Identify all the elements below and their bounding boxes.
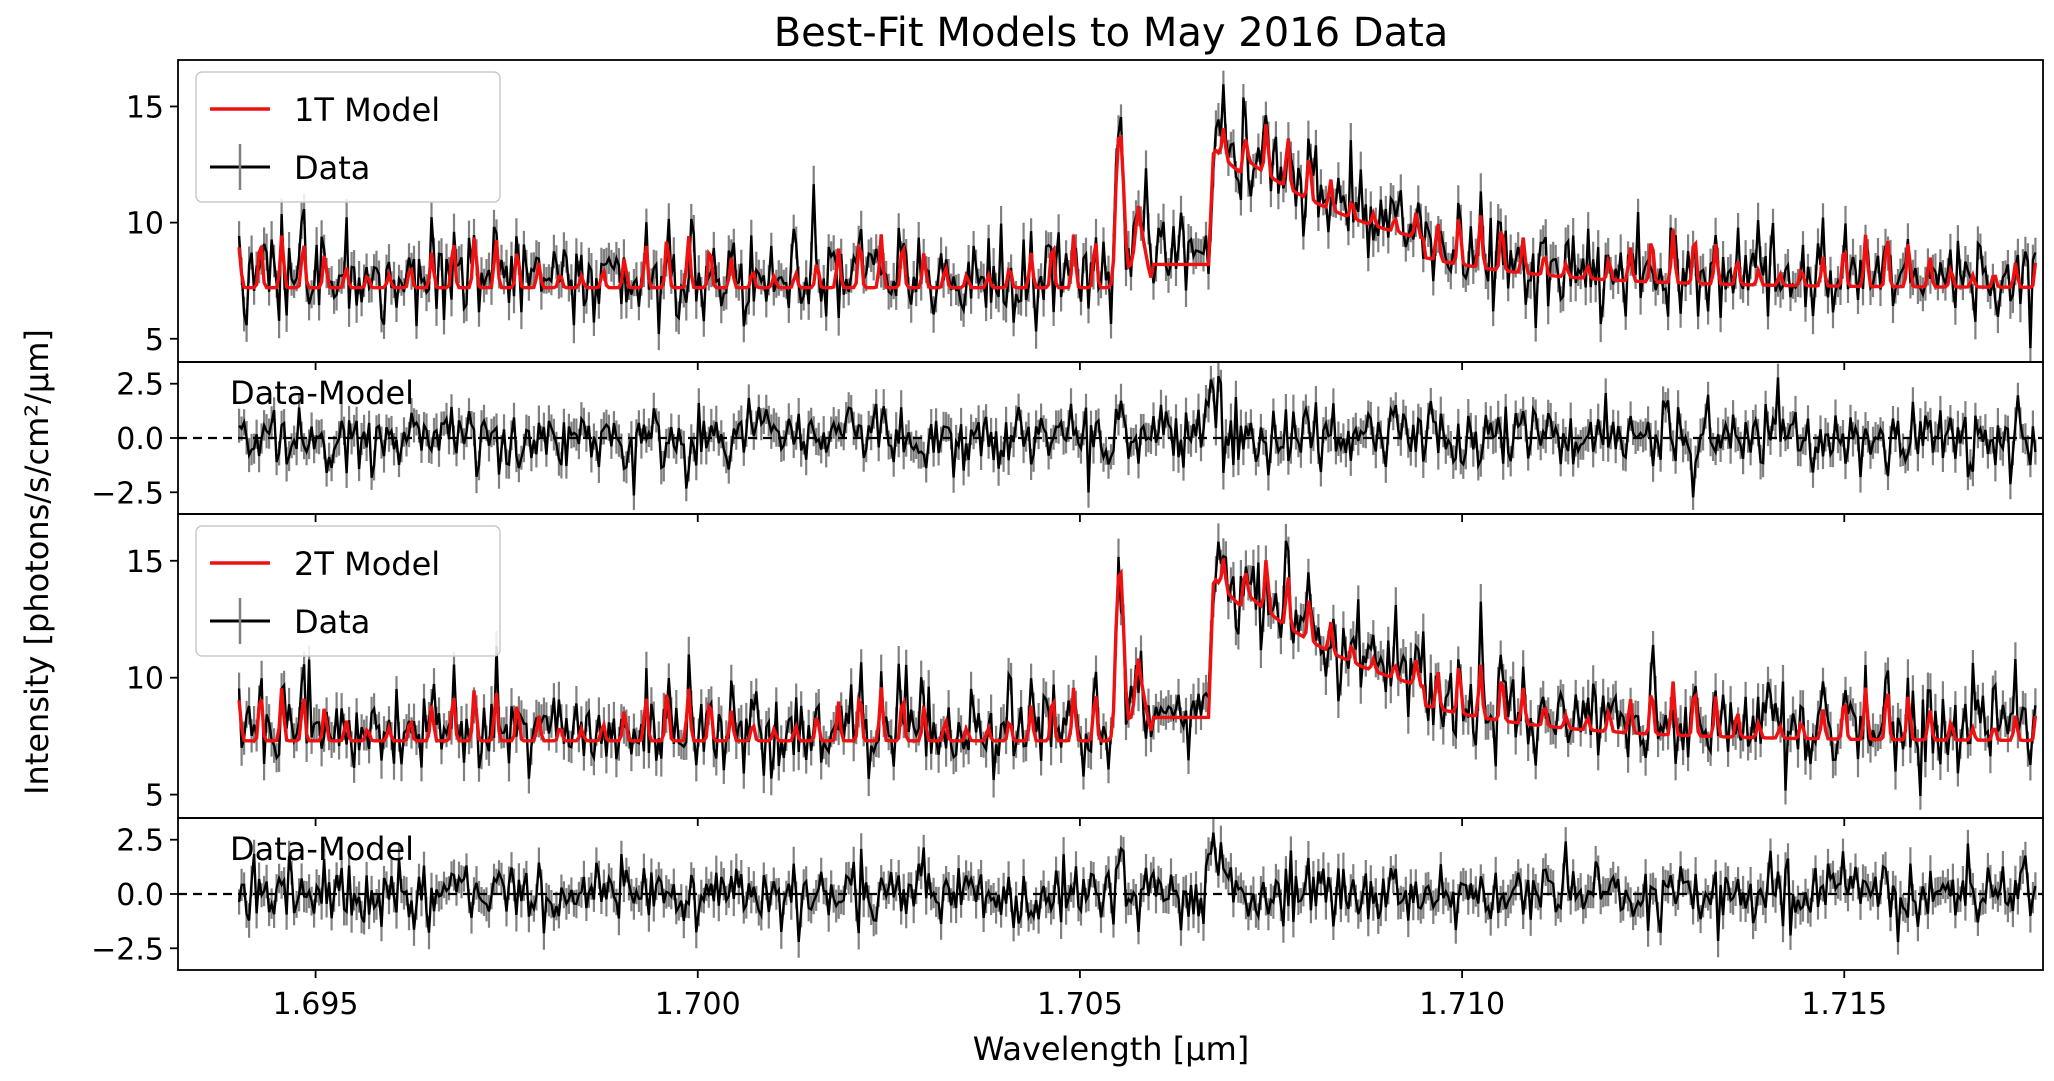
- x-axis-label: Wavelength [μm]: [973, 1030, 1250, 1068]
- plot-area: [237, 818, 2037, 958]
- legend-frame: [195, 71, 501, 203]
- model-series-line: [237, 558, 2038, 743]
- y-axis-label: Intensity [photons/s/cm²/μm]: [18, 329, 56, 795]
- y-tick-label: 2.5: [116, 368, 164, 403]
- y-tick-label: 5: [145, 779, 164, 814]
- residual-series-line: [237, 832, 2037, 943]
- x-tick-label: 1.695: [273, 987, 359, 1022]
- y-tick-label: 10: [126, 207, 164, 242]
- model-series-line: [237, 124, 2038, 290]
- y-tick-label: 5: [145, 323, 164, 358]
- legend-data-label: Data: [294, 603, 370, 641]
- panel-2-residual: Data-Model −2.5 0.0 2.5: [91, 361, 2044, 522]
- panel-3-spectrum: 2T Model Data 5 10 15: [126, 513, 2044, 826]
- x-tick-label: 1.705: [1037, 987, 1123, 1022]
- legend-frame: [195, 525, 501, 657]
- residual-annotation: Data-Model: [230, 830, 414, 868]
- y-tick-label: 15: [126, 90, 164, 125]
- plot-area: [237, 523, 2038, 810]
- chart-title: Best-Fit Models to May 2016 Data: [774, 10, 1449, 56]
- legend: 1T Model Data: [195, 71, 501, 203]
- residual-series-line: [238, 375, 2037, 498]
- y-tick-label: 0.0: [116, 422, 164, 457]
- legend: 2T Model Data: [195, 525, 501, 657]
- x-tick-label: 1.700: [655, 987, 741, 1022]
- legend-model-label: 1T Model: [294, 91, 440, 129]
- x-tick-label: 1.710: [1419, 987, 1505, 1022]
- legend-data-label: Data: [294, 149, 370, 187]
- panel-frame: [177, 817, 2044, 971]
- x-tick-label: 1.715: [1801, 987, 1887, 1022]
- residual-annotation: Data-Model: [230, 374, 414, 412]
- y-tick-label: 2.5: [116, 824, 164, 859]
- y-tick-label: 15: [126, 545, 164, 580]
- plot-area: [238, 362, 2037, 510]
- y-tick-label: 10: [126, 662, 164, 697]
- panels: 1T ModelData51015Data-Model−2.50.02.52T …: [91, 59, 2044, 1022]
- plot-area: [237, 70, 2038, 362]
- y-tick-label: −2.5: [91, 476, 164, 511]
- legend-model-label: 2T Model: [294, 545, 440, 583]
- panel-1-spectrum: 1T Model Data 5 10 15: [126, 59, 2044, 370]
- panel-4-residual: Data-Model −2.5 0.0 2.5 1.695 1.700 1.705 1.710…: [91, 817, 2044, 1022]
- y-tick-label: 0.0: [116, 878, 164, 913]
- y-tick-label: −2.5: [91, 932, 164, 967]
